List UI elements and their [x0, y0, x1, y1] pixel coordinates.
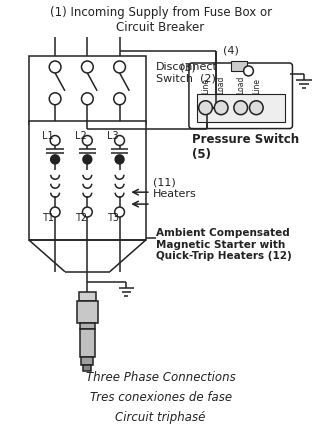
- Bar: [81, 357, 93, 365]
- Circle shape: [115, 135, 125, 145]
- Text: Line: Line: [252, 78, 261, 94]
- Text: Load: Load: [217, 75, 226, 94]
- Circle shape: [199, 101, 212, 115]
- Circle shape: [244, 66, 253, 76]
- Circle shape: [115, 207, 125, 217]
- Circle shape: [114, 93, 126, 105]
- Text: L3: L3: [107, 131, 118, 141]
- Circle shape: [115, 155, 124, 164]
- Text: Three Phase Connections: Three Phase Connections: [86, 371, 235, 384]
- Bar: [79, 323, 95, 329]
- Bar: [231, 61, 247, 71]
- Text: Pressure Switch
(5): Pressure Switch (5): [192, 133, 299, 161]
- Text: (4): (4): [223, 45, 239, 55]
- Bar: [77, 301, 98, 323]
- Circle shape: [214, 101, 228, 115]
- Text: (11)
Heaters: (11) Heaters: [153, 177, 197, 199]
- Text: (1) Incoming Supply from Fuse Box or
Circuit Breaker: (1) Incoming Supply from Fuse Box or Cir…: [49, 7, 272, 34]
- FancyBboxPatch shape: [189, 63, 292, 129]
- Circle shape: [83, 155, 92, 164]
- Text: Circuit triphasé: Circuit triphasé: [115, 411, 206, 424]
- Circle shape: [250, 101, 263, 115]
- Bar: [29, 56, 146, 124]
- Text: L1: L1: [43, 131, 54, 141]
- Text: Tres conexiones de fase: Tres conexiones de fase: [90, 391, 232, 404]
- Text: (3): (3): [180, 63, 196, 73]
- Circle shape: [81, 93, 93, 105]
- Bar: [83, 365, 91, 371]
- Text: L2: L2: [75, 131, 86, 141]
- Circle shape: [114, 61, 126, 73]
- Text: Line: Line: [201, 78, 210, 94]
- Bar: [78, 292, 96, 301]
- Circle shape: [50, 135, 60, 145]
- Circle shape: [81, 61, 93, 73]
- Bar: [79, 329, 95, 357]
- Circle shape: [51, 155, 60, 164]
- Text: Ambient Compensated
Magnetic Starter with
Quick-Trip Heaters (12): Ambient Compensated Magnetic Starter wit…: [156, 228, 291, 261]
- Circle shape: [50, 207, 60, 217]
- Circle shape: [49, 61, 61, 73]
- Circle shape: [49, 93, 61, 105]
- Circle shape: [234, 101, 248, 115]
- Text: Disconnect
Switch  (2): Disconnect Switch (2): [156, 62, 217, 84]
- Bar: [29, 120, 146, 240]
- Text: T1: T1: [43, 213, 54, 223]
- Text: T2: T2: [75, 213, 87, 223]
- Circle shape: [82, 207, 92, 217]
- Text: T3: T3: [107, 213, 119, 223]
- Text: Load: Load: [236, 75, 245, 94]
- Bar: [197, 94, 284, 122]
- Circle shape: [82, 135, 92, 145]
